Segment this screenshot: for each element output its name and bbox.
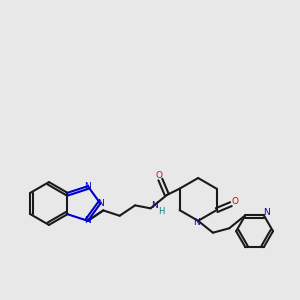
- Text: N: N: [151, 202, 158, 211]
- Text: N: N: [97, 199, 104, 208]
- Text: O: O: [155, 170, 162, 179]
- Text: N: N: [85, 182, 91, 191]
- Text: N: N: [193, 218, 200, 227]
- Text: N: N: [85, 216, 91, 225]
- Text: N: N: [263, 208, 270, 217]
- Text: O: O: [232, 197, 239, 206]
- Text: H: H: [158, 207, 164, 216]
